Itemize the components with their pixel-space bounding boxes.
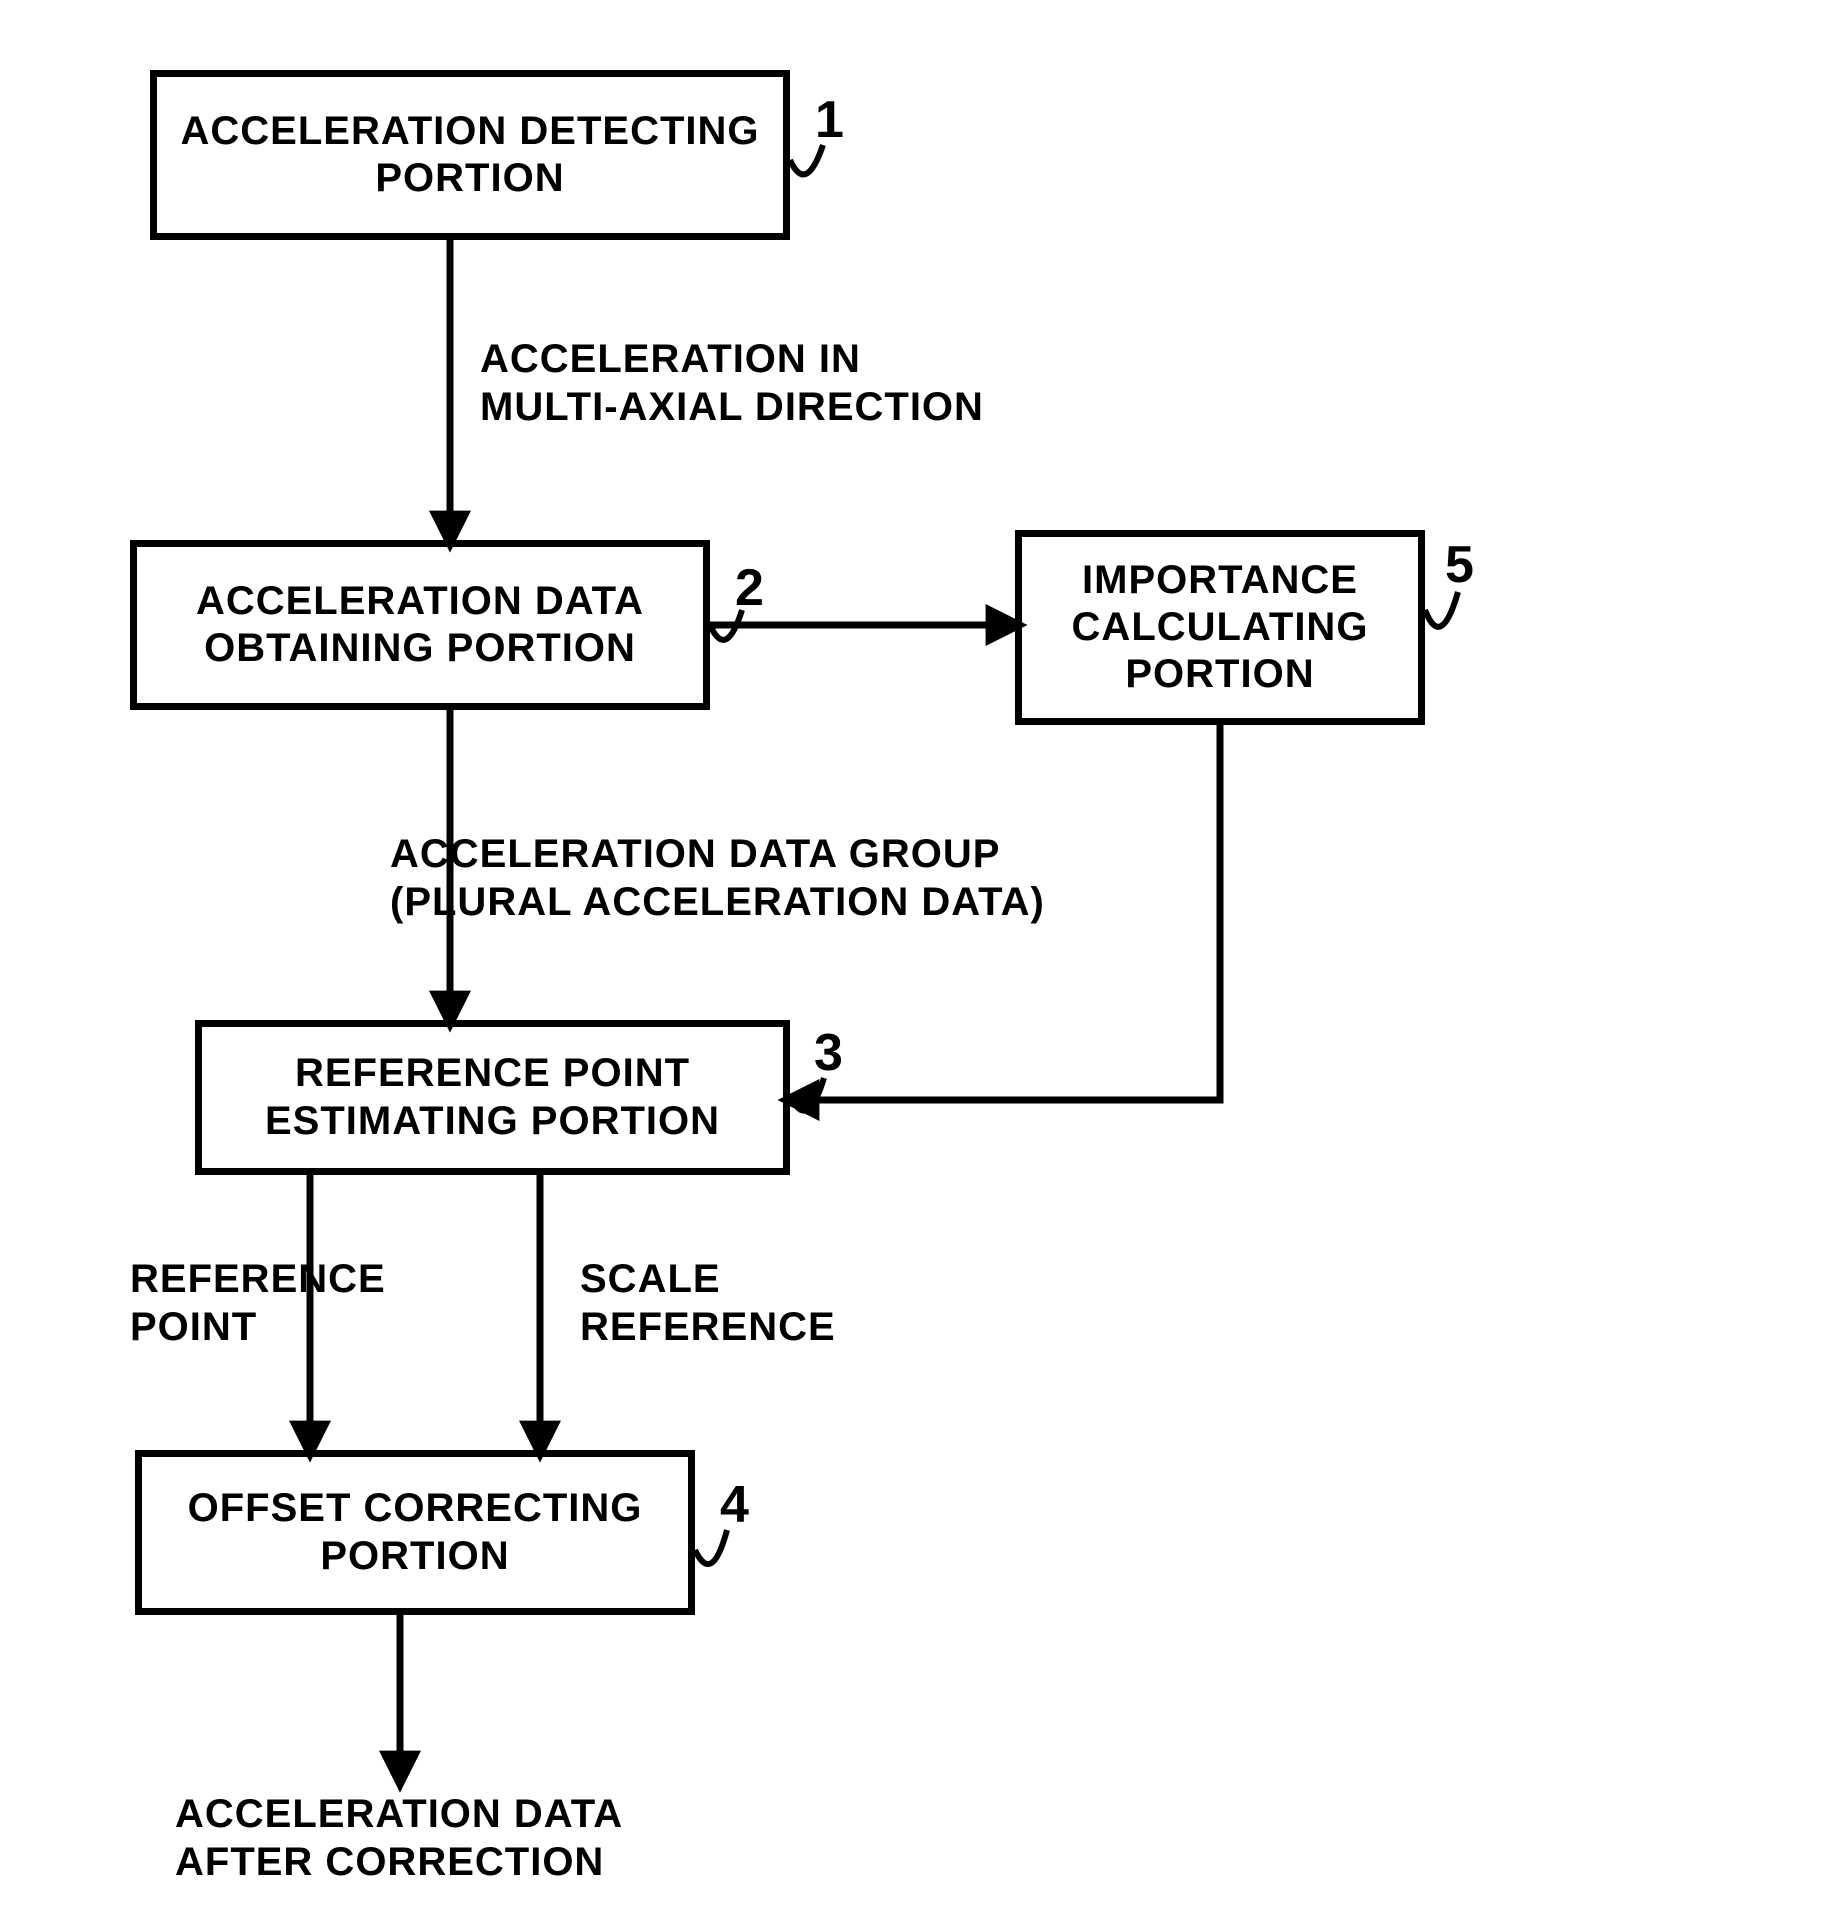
node-text: ACCELERATION DETECTING PORTION — [180, 108, 759, 202]
label-acceleration-data-group: ACCELERATION DATA GROUP (PLURAL ACCELERA… — [390, 830, 1045, 926]
label-after-correction: ACCELERATION DATA AFTER CORRECTION — [175, 1790, 623, 1886]
node-acceleration-data-obtaining: ACCELERATION DATA OBTAINING PORTION — [130, 540, 710, 710]
node-number-4: 4 — [720, 1475, 749, 1535]
node-offset-correcting: OFFSET CORRECTING PORTION — [135, 1450, 695, 1615]
node-text: IMPORTANCE CALCULATING PORTION — [1072, 557, 1369, 699]
node-reference-point-estimating: REFERENCE POINT ESTIMATING PORTION — [195, 1020, 790, 1175]
node-acceleration-detecting: ACCELERATION DETECTING PORTION — [150, 70, 790, 240]
node-number-5: 5 — [1445, 535, 1474, 595]
label-reference-point: REFERENCE POINT — [130, 1255, 386, 1351]
node-importance-calculating: IMPORTANCE CALCULATING PORTION — [1015, 530, 1425, 725]
node-text: OFFSET CORRECTING PORTION — [188, 1485, 643, 1579]
node-number-3: 3 — [814, 1023, 843, 1083]
node-number-2: 2 — [735, 558, 764, 618]
label-acceleration-multiaxial: ACCELERATION IN MULTI-AXIAL DIRECTION — [480, 335, 984, 431]
node-number-1: 1 — [815, 90, 844, 150]
node-text: REFERENCE POINT ESTIMATING PORTION — [265, 1050, 720, 1144]
arrows-overlay — [0, 0, 1823, 1918]
node-text: ACCELERATION DATA OBTAINING PORTION — [196, 578, 644, 672]
label-scale-reference: SCALE REFERENCE — [580, 1255, 836, 1351]
